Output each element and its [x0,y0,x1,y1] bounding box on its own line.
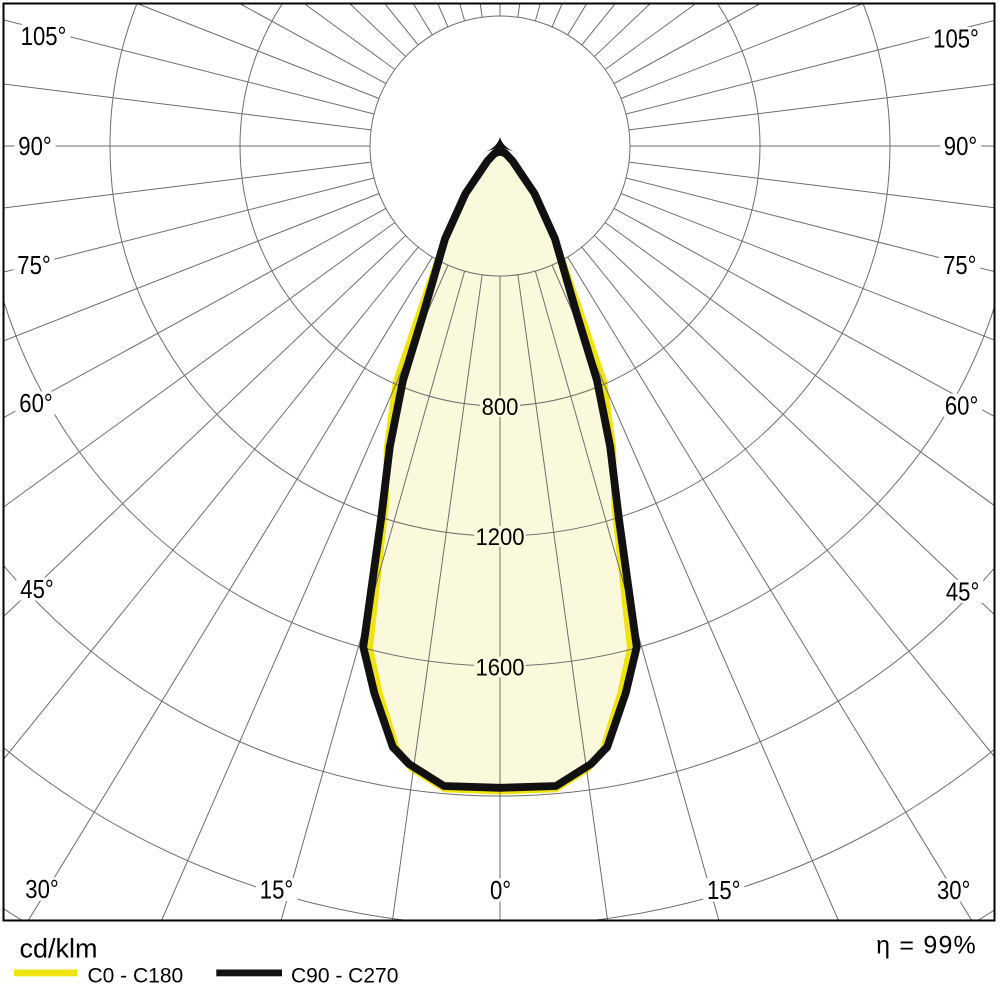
svg-text:C90 - C270: C90 - C270 [291,965,398,988]
svg-text:30°: 30° [25,876,58,905]
svg-text:0°: 0° [490,877,511,906]
svg-text:90°: 90° [18,133,51,162]
svg-text:800: 800 [482,393,519,420]
svg-text:1200: 1200 [475,523,524,550]
svg-text:75°: 75° [943,251,976,280]
svg-text:75°: 75° [17,251,50,280]
svg-text:60°: 60° [19,390,52,419]
svg-text:105°: 105° [933,25,979,54]
svg-text:45°: 45° [946,578,979,607]
svg-text:15°: 15° [260,876,293,905]
svg-text:90°: 90° [944,132,977,161]
svg-text:15°: 15° [707,877,740,906]
svg-text:1600: 1600 [475,653,524,680]
svg-text:60°: 60° [945,392,978,421]
svg-text:cd/klm: cd/klm [20,934,98,964]
svg-text:30°: 30° [937,877,970,906]
svg-text:105°: 105° [21,23,67,52]
svg-text:η = 99%: η = 99% [876,932,977,960]
svg-text:C0 - C180: C0 - C180 [88,965,184,988]
svg-text:45°: 45° [20,576,53,605]
